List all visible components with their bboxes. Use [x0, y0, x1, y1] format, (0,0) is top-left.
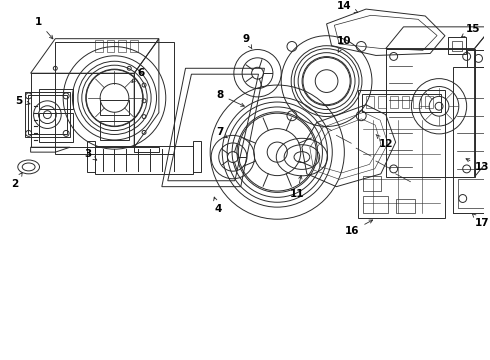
Bar	[386, 49, 474, 177]
Bar	[425, 96, 433, 108]
Text: 9: 9	[242, 34, 252, 49]
Text: 5: 5	[15, 96, 30, 106]
Bar	[99, 100, 129, 114]
Bar	[95, 146, 194, 174]
Bar	[107, 40, 115, 51]
Bar	[24, 92, 70, 137]
Text: 11: 11	[290, 175, 304, 199]
Bar	[55, 42, 173, 154]
Text: 14: 14	[337, 1, 358, 13]
Bar	[358, 90, 445, 218]
Bar	[27, 95, 67, 134]
Bar	[363, 176, 381, 190]
Bar	[95, 40, 102, 51]
Bar	[395, 199, 416, 213]
Bar	[390, 96, 397, 108]
Bar	[458, 179, 490, 208]
Bar	[414, 96, 421, 108]
Bar	[99, 121, 129, 140]
Text: 16: 16	[345, 220, 373, 236]
Text: 2: 2	[11, 173, 22, 189]
Bar	[448, 37, 466, 54]
Bar	[130, 40, 138, 51]
Bar	[402, 96, 410, 108]
Text: 12: 12	[376, 135, 393, 149]
Bar	[119, 40, 126, 51]
Bar	[363, 195, 388, 213]
Bar	[39, 89, 73, 109]
Bar	[453, 67, 490, 213]
Text: 7: 7	[217, 127, 227, 138]
Text: 3: 3	[84, 149, 97, 160]
Text: 17: 17	[472, 213, 490, 228]
Text: 4: 4	[214, 197, 222, 214]
Text: 6: 6	[132, 68, 145, 82]
Bar	[466, 50, 490, 67]
Text: 10: 10	[337, 36, 352, 52]
Text: 1: 1	[35, 17, 53, 39]
Bar	[39, 113, 73, 142]
Text: 8: 8	[217, 90, 245, 106]
Bar	[378, 96, 386, 108]
Bar	[366, 96, 374, 108]
Bar	[30, 73, 134, 147]
Bar	[362, 94, 441, 112]
Text: 15: 15	[462, 24, 480, 37]
Bar	[452, 41, 462, 50]
Text: 13: 13	[466, 159, 490, 172]
